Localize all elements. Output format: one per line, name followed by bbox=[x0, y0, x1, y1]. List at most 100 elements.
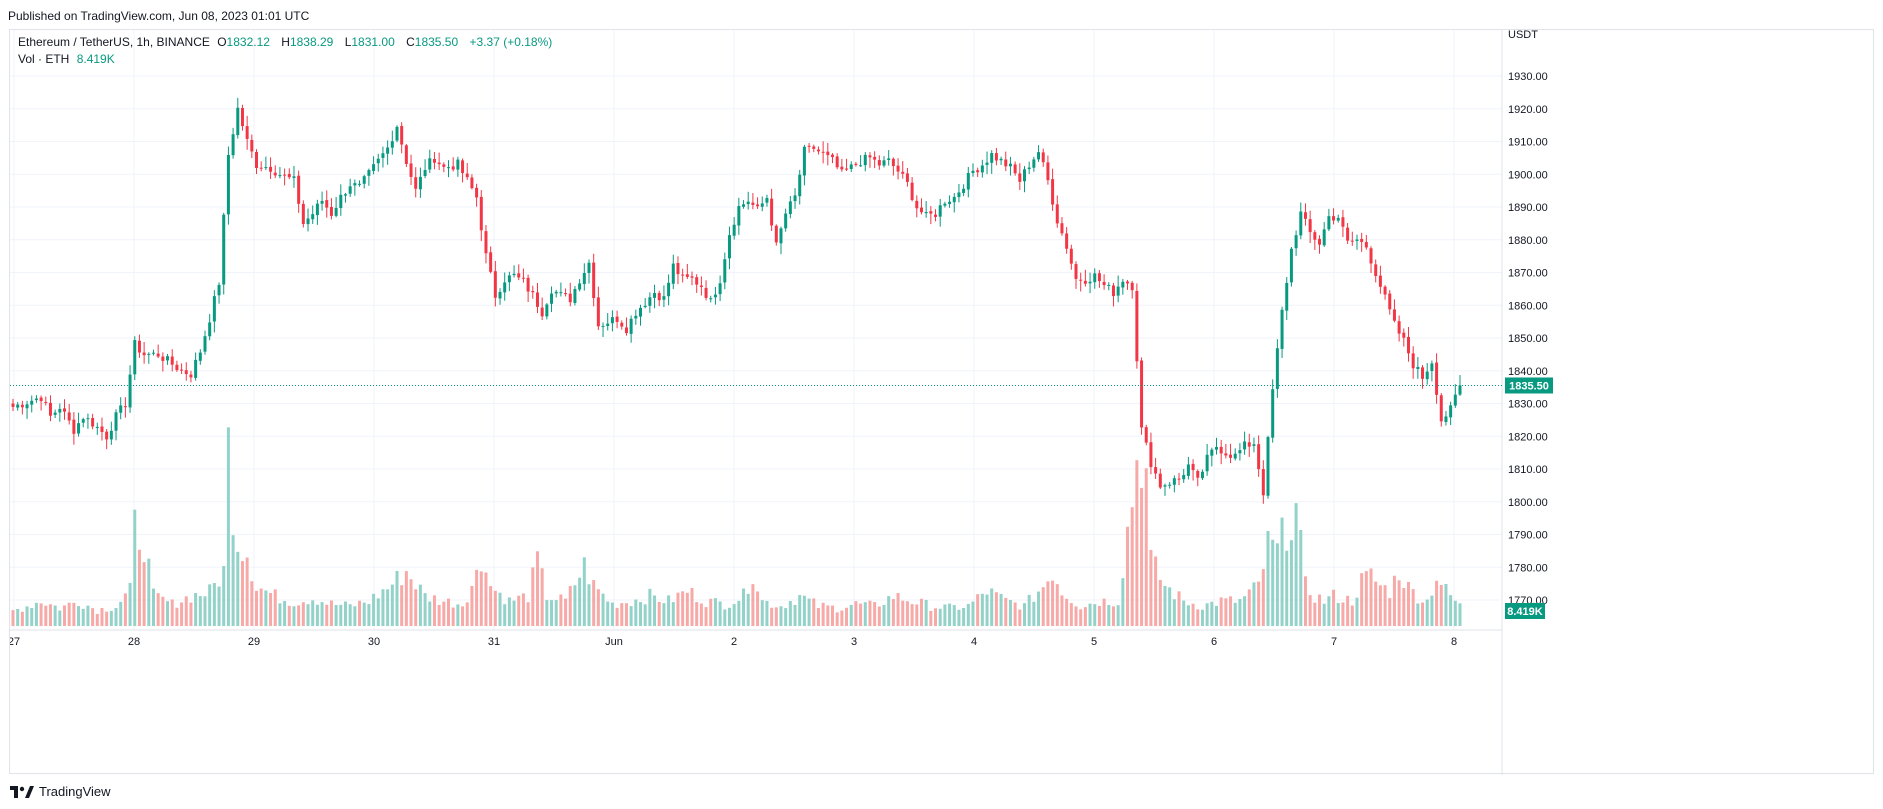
volume-bar bbox=[629, 606, 633, 626]
y-tick-label: 1830.00 bbox=[1508, 399, 1548, 411]
candle-body bbox=[1299, 211, 1303, 236]
volume-bar bbox=[1205, 603, 1209, 626]
candle-body bbox=[170, 356, 174, 365]
volume-label[interactable]: Vol · ETH bbox=[18, 52, 70, 66]
volume-bar bbox=[1074, 606, 1078, 626]
candle-body bbox=[765, 197, 769, 203]
candle-body bbox=[1140, 360, 1144, 428]
open-label: O bbox=[217, 35, 227, 49]
volume-bar bbox=[671, 602, 675, 626]
volume-bar bbox=[269, 593, 273, 626]
candle-body bbox=[348, 186, 352, 194]
candle-body bbox=[919, 207, 923, 213]
last-price-tag bbox=[1505, 377, 1553, 394]
candle-body bbox=[1186, 464, 1190, 476]
candle-body bbox=[1027, 167, 1031, 170]
volume-bar bbox=[1289, 540, 1293, 626]
volume-bar bbox=[1369, 568, 1373, 626]
candle-body bbox=[1369, 248, 1373, 264]
candle-body bbox=[807, 145, 811, 147]
candle-body bbox=[1458, 385, 1462, 395]
volume-bar bbox=[1233, 602, 1237, 626]
volume-bar bbox=[952, 605, 956, 626]
candle-body bbox=[311, 214, 315, 220]
candle-body bbox=[67, 412, 71, 421]
volume-bar bbox=[1004, 597, 1008, 626]
candle-body bbox=[315, 203, 319, 216]
volume-bar bbox=[1378, 585, 1382, 626]
candle-body bbox=[1449, 405, 1453, 418]
volume-bar bbox=[830, 605, 834, 626]
candle-body bbox=[1154, 467, 1158, 474]
candle-body bbox=[1402, 332, 1406, 338]
candle-body bbox=[812, 146, 816, 149]
volume-bar bbox=[1041, 587, 1045, 626]
volume-bar bbox=[1336, 603, 1340, 626]
x-tick-label: 6 bbox=[1211, 636, 1217, 648]
volume-bar bbox=[1261, 569, 1265, 626]
candle-body bbox=[442, 164, 446, 167]
candle-body bbox=[1008, 163, 1012, 167]
candle-body bbox=[1004, 159, 1008, 167]
volume-bar bbox=[840, 610, 844, 626]
volume-bar bbox=[1177, 591, 1181, 626]
candle-body bbox=[320, 200, 324, 204]
x-tick-label: 5 bbox=[1091, 636, 1097, 648]
candle-body bbox=[1079, 279, 1083, 281]
volume-bar bbox=[194, 592, 198, 626]
volume-bar bbox=[1186, 605, 1190, 626]
volume-bar bbox=[109, 610, 113, 626]
volume-bar bbox=[1116, 605, 1120, 626]
volume-bar bbox=[240, 561, 244, 626]
volume-bar bbox=[1191, 603, 1195, 626]
candle-body bbox=[639, 307, 643, 317]
candle-body bbox=[901, 171, 905, 174]
candle-body bbox=[1055, 204, 1059, 224]
price-chart[interactable]: 1770.001780.001790.001800.001810.001820.… bbox=[10, 30, 1875, 775]
volume-bar bbox=[461, 606, 465, 626]
volume-bar bbox=[170, 599, 174, 626]
candle-body bbox=[634, 315, 638, 319]
volume-bar bbox=[222, 566, 226, 626]
volume-bar bbox=[161, 596, 165, 626]
candle-body bbox=[306, 218, 310, 225]
chart-frame[interactable]: 1770.00 1780.00 1790.00 1800.00 1810.00 1820.… bbox=[9, 29, 1875, 775]
close-value: 1835.50 bbox=[414, 35, 459, 49]
candle-body bbox=[826, 151, 830, 156]
symbol-name[interactable]: Ethereum / TetherUS, 1h, BINANCE bbox=[18, 35, 210, 49]
candle-body bbox=[1318, 238, 1322, 245]
y-tick-label: 1810.00 bbox=[1508, 464, 1548, 476]
volume-bar bbox=[507, 597, 511, 626]
candle-body bbox=[1252, 444, 1256, 446]
y-tick-label: 1840.00 bbox=[1508, 366, 1548, 378]
volume-bar bbox=[615, 607, 619, 626]
candle-body bbox=[1229, 454, 1233, 458]
candle-body bbox=[1364, 241, 1368, 248]
candle-body bbox=[428, 158, 432, 170]
volume-bar bbox=[1135, 460, 1139, 626]
x-tick-label: 7 bbox=[1331, 636, 1337, 648]
volume-bar bbox=[962, 608, 966, 626]
volume-bar bbox=[1093, 604, 1097, 626]
volume-bar bbox=[1402, 588, 1406, 626]
volume-bar bbox=[751, 584, 755, 626]
candle-body bbox=[526, 277, 530, 292]
candle-body bbox=[550, 293, 554, 304]
volume-bar bbox=[428, 601, 432, 626]
volume-bar bbox=[793, 604, 797, 626]
candle-body bbox=[1303, 212, 1307, 219]
volume-bar bbox=[976, 594, 980, 626]
tradingview-footer[interactable]: TradingView bbox=[10, 784, 111, 799]
candle-body bbox=[999, 158, 1003, 161]
volume-bar bbox=[353, 606, 357, 626]
volume-bar bbox=[166, 601, 170, 626]
candle-body bbox=[802, 146, 806, 176]
volume-bar bbox=[966, 603, 970, 626]
candle-body bbox=[343, 194, 347, 196]
volume-bar bbox=[685, 592, 689, 626]
candle-body bbox=[582, 273, 586, 285]
volume-bar bbox=[259, 588, 263, 626]
candle-body bbox=[994, 153, 998, 161]
candle-body bbox=[746, 201, 750, 205]
candle-body bbox=[30, 400, 34, 405]
